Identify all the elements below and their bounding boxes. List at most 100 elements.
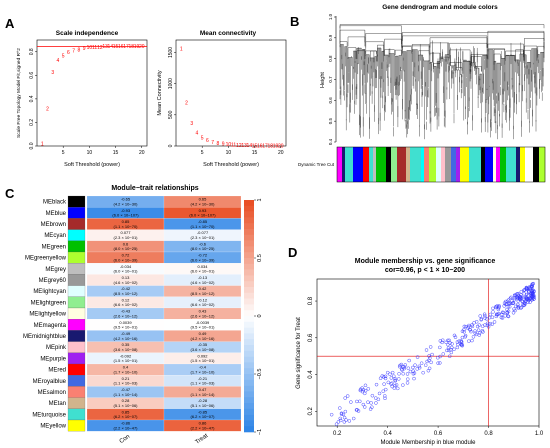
module-color-swatch — [67, 207, 86, 219]
heatmap-cell-r: -0.86 — [121, 421, 131, 426]
membership-point — [531, 288, 535, 292]
module-name-label: MElightyellow — [29, 312, 66, 318]
mean-connectivity-point: 17 — [262, 143, 268, 149]
membership-point — [411, 365, 415, 370]
heatmap-cell-p: (1.7 × 10−10) — [190, 369, 215, 374]
scale-independence-point: 18 — [129, 44, 135, 50]
membership-point — [383, 374, 388, 379]
colorbar-segment — [244, 316, 254, 323]
mean-connectivity-point: 9 — [222, 142, 225, 148]
x-tick-label: 5 — [62, 150, 65, 156]
heatmap-cell-r: -0.42 — [121, 286, 131, 291]
membership-point — [452, 333, 457, 338]
heatmap-cell-r: 0.72 — [122, 253, 131, 258]
heatmap-cell-p: (4.6 × 10−02) — [190, 280, 215, 285]
heatmap-cell-r: 0.35 — [122, 342, 131, 347]
membership-point — [415, 367, 419, 371]
panel-b-figure: Gene dendrogram and module colors 1.0 0.9… — [298, 4, 546, 183]
colorbar-segment — [244, 229, 254, 236]
mean-connectivity-ylabel: Mean Connectivity — [157, 70, 163, 115]
module-name-label: MEpink — [46, 345, 67, 351]
module-color-swatch — [67, 419, 86, 432]
dendrogram-ylabel: Height — [320, 72, 326, 88]
membership-point — [355, 399, 359, 404]
scale-independence-point: 12 — [97, 45, 103, 51]
scale-independence-point: 19 — [134, 44, 140, 50]
membership-point — [447, 338, 451, 343]
membership-point — [505, 302, 509, 306]
module-name-label: MEgreen — [42, 244, 66, 250]
heatmap-cell-p: (4.2 × 10−16) — [190, 336, 215, 341]
membership-point — [436, 361, 440, 365]
heatmap-title: Module−trait relationships — [111, 185, 198, 192]
heatmap-cell-p: (8.5 × 10−12) — [113, 291, 138, 296]
colorbar-segment — [244, 345, 254, 352]
module-name-label: MEcyan — [44, 233, 66, 239]
membership-point — [490, 322, 494, 327]
module-color-segment — [436, 147, 442, 182]
x-tick-label: 10 — [87, 150, 93, 156]
module-color-segment — [506, 147, 517, 182]
colorbar-segment — [244, 281, 254, 288]
membership-point — [386, 370, 390, 375]
membership-point — [445, 348, 449, 353]
membership-point — [356, 409, 361, 413]
membership-point — [483, 316, 487, 320]
membership-point — [377, 391, 382, 396]
heatmap-cell-p: (4.2 × 10−30) — [113, 201, 138, 206]
scale-independence-point: 20 — [139, 44, 145, 50]
module-color-segment — [481, 147, 486, 182]
scale-independence-point: 7 — [72, 49, 75, 55]
membership-point — [475, 324, 480, 329]
membership-point — [473, 329, 477, 333]
heatmap-cell-p: (2.6 × 10−12) — [113, 313, 138, 318]
colorbar-segment — [244, 246, 254, 253]
dendrogram-tree — [339, 24, 545, 140]
mean-connectivity-point: 12 — [236, 143, 242, 149]
membership-point — [407, 358, 411, 363]
membership-point — [448, 341, 452, 345]
module-color-swatch — [67, 352, 86, 365]
membership-point — [516, 291, 520, 296]
membership-point — [452, 347, 456, 352]
membership-point — [456, 342, 460, 347]
x-tick-label: 15 — [113, 150, 119, 156]
mean-connectivity-xlabel: Soft Threshold (power) — [203, 162, 259, 168]
y-tick-label: 0.6 — [29, 72, 35, 79]
module-color-swatch — [67, 240, 86, 253]
x-tick-label: 10 — [226, 150, 232, 156]
mean-connectivity-point: 11 — [231, 143, 236, 149]
membership-point — [427, 354, 431, 358]
scale-independence-ylabel: Scale Free Topology Model Fit,signed R^2 — [16, 48, 22, 138]
membership-point — [389, 382, 393, 386]
mean-connectivity-point: 2 — [185, 100, 188, 106]
y-tick-label: 0.6 — [328, 97, 333, 104]
membership-point — [412, 371, 417, 375]
membership-point — [448, 354, 452, 358]
module-name-label: MEyellow — [40, 424, 66, 430]
membership-point — [444, 340, 448, 345]
heatmap-cell-r: 0.034 — [197, 264, 208, 269]
membership-point — [403, 363, 408, 367]
heatmap-cell-p: (6.0 × 10−01) — [190, 269, 215, 274]
heatmap-cell-r: -0.0039 — [196, 320, 210, 325]
heatmap-cell-p: (4.2 × 10−30) — [190, 201, 215, 206]
module-color-swatch — [67, 330, 86, 342]
membership-point — [381, 389, 385, 393]
scale-independence-point: 3 — [51, 70, 54, 76]
heatmap-cell-r: -0.43 — [121, 309, 131, 314]
membership-point — [505, 299, 510, 304]
membership-point — [503, 314, 507, 318]
x-tick-label: 5 — [201, 150, 204, 156]
membership-point — [378, 376, 383, 380]
membership-point — [384, 387, 388, 392]
heatmap-cell-r: 0.13 — [122, 275, 131, 280]
heatmap-cell-p: (1.1 × 10−03) — [190, 381, 215, 386]
colorbar-segment — [244, 252, 254, 259]
module-color-segment — [429, 147, 437, 182]
module-name-label: MElightgreen — [31, 300, 66, 306]
x-tick-label: 0.8 — [484, 431, 493, 437]
x-tick-label: 1.0 — [535, 431, 544, 437]
module-color-segment — [516, 147, 521, 182]
